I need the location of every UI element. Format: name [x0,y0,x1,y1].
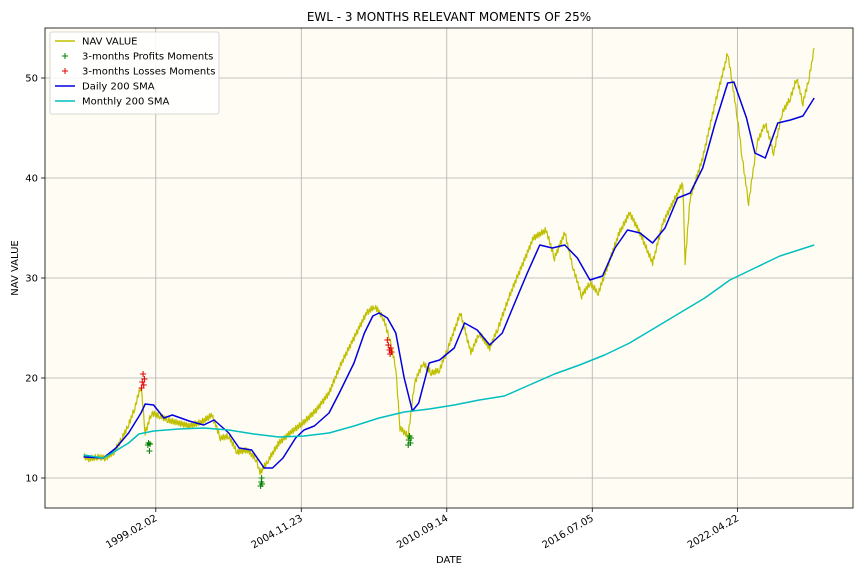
moment-marker [258,475,265,481]
moment-marker [145,440,152,446]
series-line-monthly-200-sma [83,244,815,459]
series-line-nav-value [83,47,815,476]
moment-marker [388,349,395,355]
moment-marker [407,435,414,441]
legend-item: Monthly 200 SMA [55,97,169,108]
legend-item: NAV VALUE [55,37,137,48]
legend-box [49,31,220,115]
legend-label: Daily 200 SMA [82,82,155,93]
y-tick-label: 50 [25,74,38,85]
moment-marker [384,337,391,343]
legend: NAV VALUE 3-months Profits Moments 3-month… [49,31,220,115]
series-line-daily-200-sma [83,81,815,469]
moment-marker [140,371,147,377]
moment-marker [147,441,154,447]
chart-title: EWL - 3 MONTHS RELEVANT MOMENTS OF 25% [307,10,591,24]
y-axis-label: NAV VALUE [10,240,21,295]
plot-frame [44,27,854,509]
legend-item: Daily 200 SMA [55,82,155,93]
legend-label: 3-months Profits Moments [82,52,213,63]
legend-item: 3-months Losses Moments [62,67,215,78]
y-tick-label: 20 [25,374,38,385]
legend-label: NAV VALUE [82,37,137,48]
series-monthly-200-sma [83,244,815,459]
x-axis-label: DATE [436,555,462,566]
legend-label: Monthly 200 SMA [82,97,169,108]
legend-swatch [62,68,68,74]
series-3-months-profits-moments [144,433,414,489]
y-tick-label: 10 [25,474,38,485]
moment-marker [141,376,148,382]
series-3-months-losses-moments [138,337,395,391]
y-axis: 10 20 30 40 50 [25,74,45,485]
legend-label: 3-months Losses Moments [82,67,215,78]
series-nav-value [83,47,815,476]
moment-marker [407,440,414,446]
series-daily-200-sma [83,81,815,469]
moment-marker [146,448,153,454]
y-tick-label: 30 [25,274,38,285]
moment-marker [140,382,147,388]
moment-marker [259,481,266,487]
series-layer [83,47,815,489]
moment-marker [387,345,394,351]
y-tick-label: 40 [25,174,38,185]
legend-swatch [62,53,68,59]
legend-item: 3-months Profits Moments [62,52,213,63]
